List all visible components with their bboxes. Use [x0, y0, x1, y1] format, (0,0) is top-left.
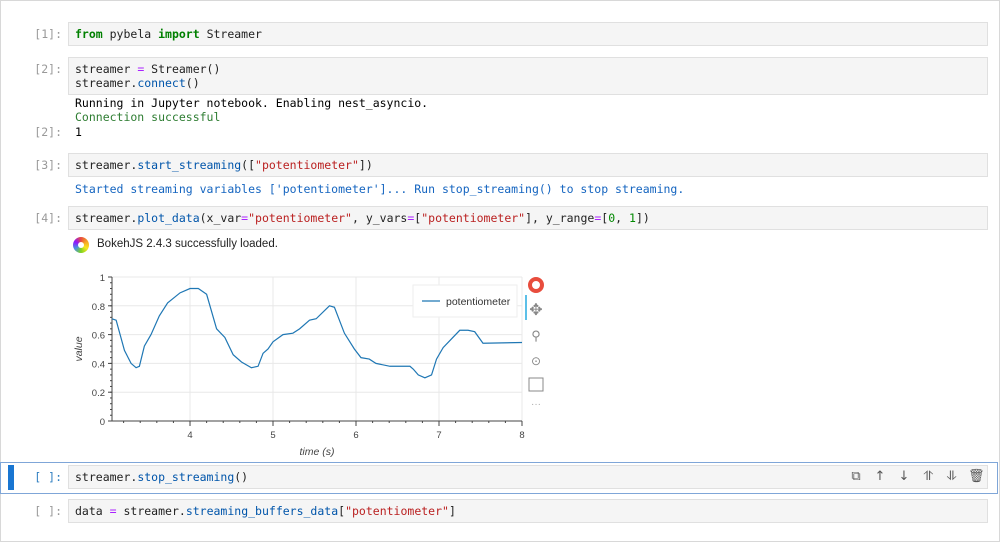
code-input[interactable]: streamer.start_streaming(["potentiometer…: [68, 153, 988, 177]
legend[interactable]: [412, 284, 518, 318]
code-token: 1: [629, 211, 636, 225]
code-token: (): [185, 76, 200, 90]
y-tick-label: 0.6: [92, 331, 105, 342]
code-token: ]): [635, 211, 650, 225]
code-token: [: [601, 211, 609, 225]
code-token: 0: [608, 211, 616, 225]
code-token: ]: [448, 504, 456, 518]
code-token: "potentiometer": [421, 211, 526, 225]
input-prompt: [2]:: [34, 62, 62, 76]
code-token: [: [338, 504, 346, 518]
code-token: streamer.: [75, 211, 138, 225]
code-token: streamer.: [75, 470, 138, 484]
bokeh-plot[interactable]: 0 0.2 0.4 0.6 0.8 1 4 5 6 7 8 time (s) value potentio…: [60, 265, 560, 460]
code-token: pybela: [102, 27, 159, 41]
code-input[interactable]: streamer = Streamer() streamer.connect(): [68, 57, 988, 95]
code-token: =: [241, 211, 249, 225]
x-tick-label: 8: [519, 430, 524, 441]
input-prompt: [4]:: [34, 211, 62, 225]
code-token: start_streaming: [137, 158, 242, 172]
input-prompt: [3]:: [34, 158, 62, 172]
cell2-stdout: Running in Jupyter notebook. Enabling ne…: [75, 96, 429, 110]
move-down-icon[interactable]: ↓: [898, 469, 910, 484]
code-token: connect: [137, 76, 186, 90]
code-token: =: [407, 211, 415, 225]
y-tick-label: 0.8: [92, 302, 105, 313]
y-tick-label: 0.2: [92, 388, 105, 399]
code-token: streamer.: [116, 504, 186, 518]
save-icon[interactable]: [528, 377, 544, 392]
code-token: from: [75, 27, 103, 41]
code-token: , y_vars: [351, 211, 408, 225]
insert-above-icon[interactable]: ⥣: [923, 469, 933, 484]
code-token: ]): [358, 158, 373, 172]
x-tick-label: 6: [353, 430, 358, 441]
code-line: streamer.stop_streaming(): [75, 470, 981, 484]
code-input[interactable]: streamer.stop_streaming(): [68, 465, 988, 489]
code-token: ], y_range: [525, 211, 595, 225]
selected-cell[interactable]: [0, 462, 998, 494]
code-token: (x_var: [199, 211, 242, 225]
x-tick-label: 4: [187, 430, 192, 441]
connection-status: Connection successful: [75, 110, 221, 124]
code-token: plot_data: [137, 211, 200, 225]
code-line: from pybela import Streamer: [75, 27, 981, 41]
cell3-stdout: Started streaming variables ['potentiome…: [75, 182, 685, 196]
code-line: data = streamer.streaming_buffers_data["…: [75, 504, 981, 518]
y-tick-label: 0.4: [92, 359, 105, 370]
code-token: =: [594, 211, 602, 225]
pan-icon[interactable]: ✥: [529, 302, 542, 319]
code-token: streamer.: [75, 158, 138, 172]
code-token: ([: [241, 158, 256, 172]
code-token: streamer: [75, 62, 138, 76]
x-tick-label: 5: [270, 430, 275, 441]
more-icon[interactable]: ···: [531, 399, 541, 410]
bokeh-loaded-message: BokehJS 2.4.3 successfully loaded.: [97, 238, 278, 250]
cell2-result: 1: [75, 125, 82, 139]
bokeh-logo-icon[interactable]: [528, 277, 544, 293]
cell-toolbar: ⧉ ↑ ↓ ⥣ ⥥ 🗑: [848, 469, 984, 485]
code-token: streamer.: [75, 76, 138, 90]
y-tick-label: 1: [100, 273, 105, 284]
code-token: "potentiometer": [248, 211, 352, 225]
code-line: streamer.plot_data(x_var="potentiometer"…: [75, 211, 981, 225]
input-prompt: [1]:: [34, 27, 62, 41]
code-token: [: [414, 211, 422, 225]
input-prompt: [ ]:: [34, 504, 62, 518]
code-token: (): [234, 470, 249, 484]
y-tick-label: 0: [100, 417, 105, 428]
code-token: Streamer: [199, 27, 262, 41]
bokeh-logo-icon: [73, 237, 89, 253]
x-axis-label: time (s): [300, 446, 335, 458]
code-input[interactable]: data = streamer.streaming_buffers_data["…: [68, 499, 988, 523]
wheel-zoom-icon[interactable]: ⊙: [531, 354, 541, 368]
box-zoom-icon[interactable]: ⚲: [531, 328, 541, 343]
series-line: [111, 287, 523, 379]
code-line: streamer.connect(): [75, 76, 981, 90]
y-axis-label: value: [73, 336, 85, 361]
code-input[interactable]: from pybela import Streamer: [68, 22, 988, 46]
input-prompt: [ ]:: [34, 470, 62, 484]
output-prompt: [2]:: [34, 125, 62, 139]
delete-icon[interactable]: 🗑: [968, 469, 985, 484]
x-tick-label: 7: [436, 430, 441, 441]
code-token: ,: [615, 211, 630, 225]
move-up-icon[interactable]: ↑: [874, 469, 886, 484]
code-token: stop_streaming: [137, 470, 235, 484]
code-token: Streamer(): [144, 62, 221, 76]
insert-below-icon[interactable]: ⥥: [947, 469, 957, 484]
code-token: =: [137, 62, 145, 76]
code-token: "potentiometer": [255, 158, 359, 172]
code-token: streaming_buffers_data: [185, 504, 339, 518]
code-token: import: [158, 27, 200, 41]
duplicate-icon[interactable]: ⧉: [851, 469, 861, 484]
selected-cell-indicator: [8, 465, 14, 490]
code-token: "potentiometer": [345, 504, 449, 518]
code-token: data: [75, 504, 110, 518]
code-line: streamer = Streamer(): [75, 62, 981, 76]
code-line: streamer.start_streaming(["potentiometer…: [75, 158, 981, 172]
legend-label: potentiometer: [446, 296, 511, 308]
code-input[interactable]: streamer.plot_data(x_var="potentiometer"…: [68, 206, 988, 230]
code-token: =: [109, 504, 117, 518]
